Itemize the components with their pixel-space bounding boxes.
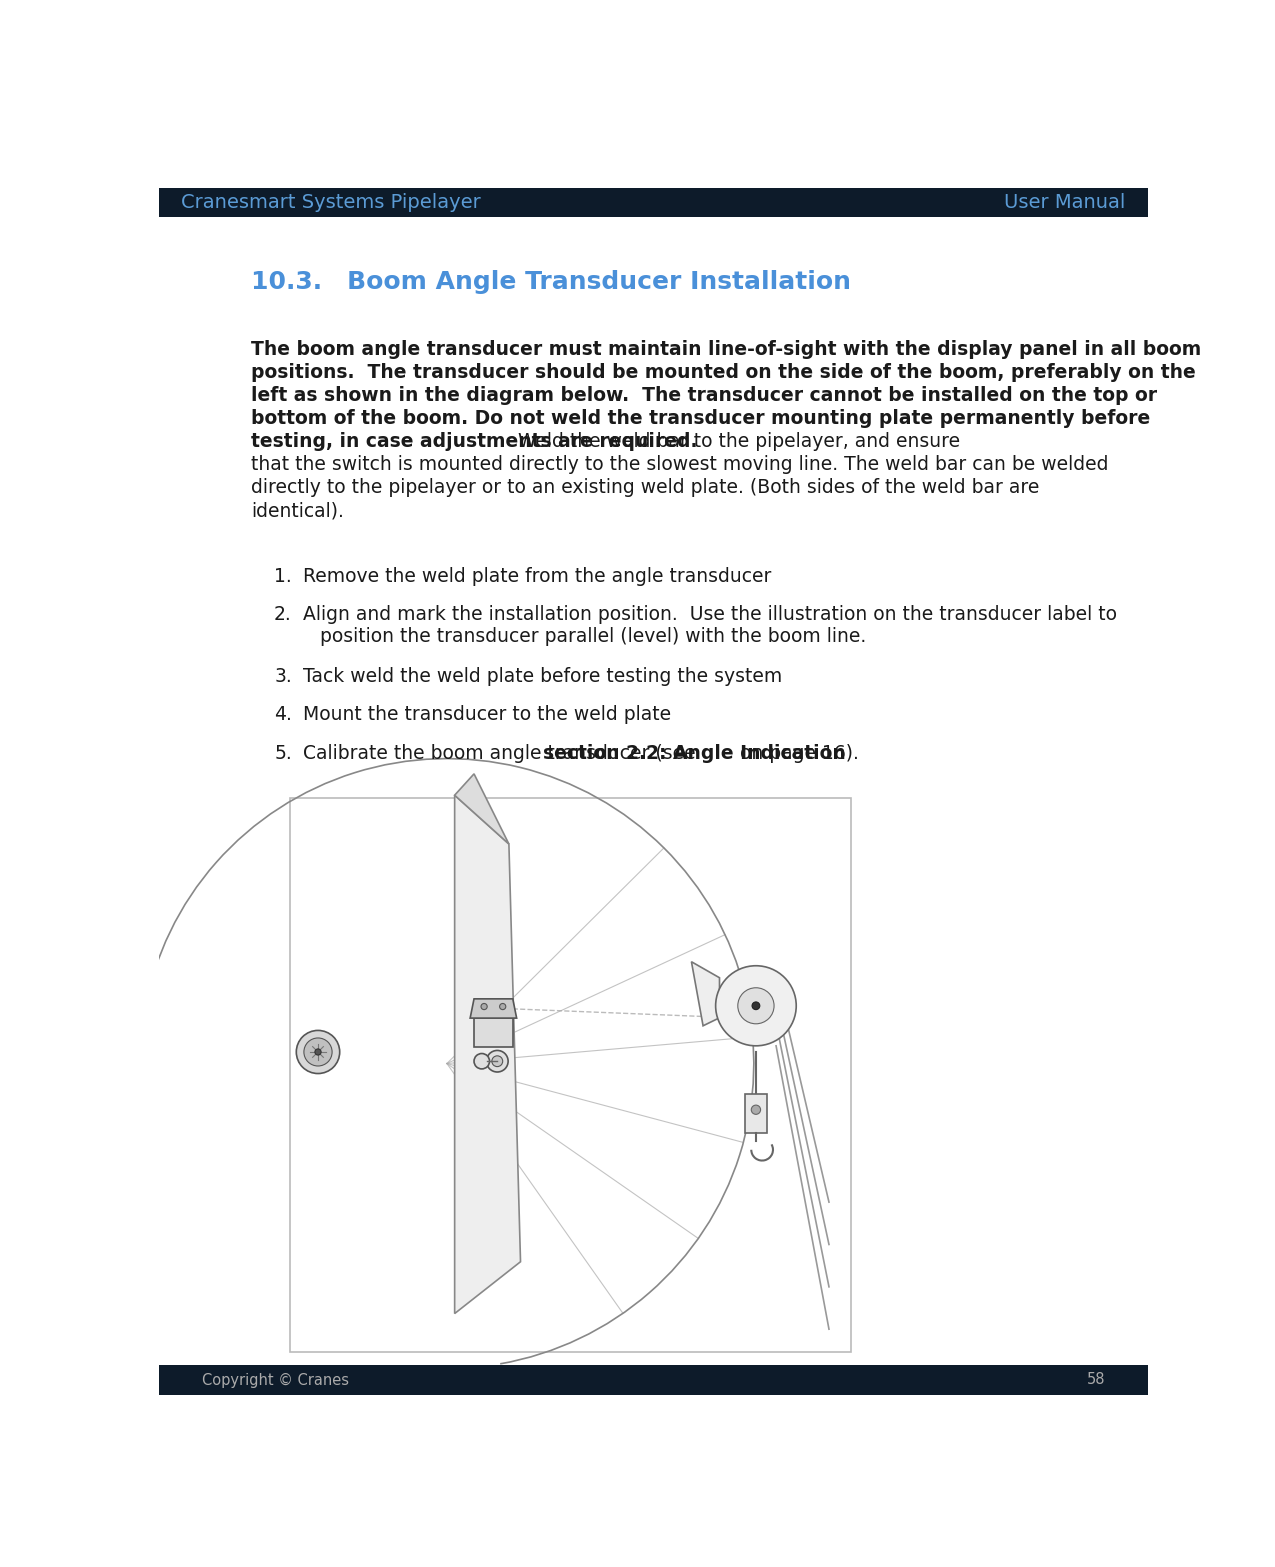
Circle shape <box>738 987 774 1023</box>
Circle shape <box>487 1050 509 1072</box>
Text: identical).: identical). <box>251 501 344 520</box>
Bar <box>745 1094 766 1133</box>
Bar <box>289 798 852 1352</box>
Polygon shape <box>455 794 520 1313</box>
Text: directly to the pipelayer or to an existing weld plate. (Both sides of the weld : directly to the pipelayer or to an exist… <box>251 478 1039 497</box>
Text: Copyright © Cranes: Copyright © Cranes <box>201 1373 349 1387</box>
Text: 10.3. Boom Angle Transducer Installation: 10.3. Boom Angle Transducer Installation <box>251 271 850 295</box>
Polygon shape <box>470 998 516 1019</box>
Text: 58: 58 <box>1086 1373 1105 1387</box>
Text: section 2.2: Angle Indication: section 2.2: Angle Indication <box>543 744 845 763</box>
Circle shape <box>751 1105 761 1114</box>
Circle shape <box>315 1048 321 1055</box>
Text: Weld the weld bar to the pipelayer, and ensure: Weld the weld bar to the pipelayer, and … <box>513 432 960 451</box>
Text: positions.  The transducer should be mounted on the side of the boom, preferably: positions. The transducer should be moun… <box>251 364 1196 382</box>
Text: testing, in case adjustments are required.: testing, in case adjustments are require… <box>251 432 697 451</box>
Text: Calibrate the boom angle transducer (see: Calibrate the boom angle transducer (see <box>302 744 701 763</box>
Bar <box>159 188 1148 218</box>
Text: 3.: 3. <box>274 668 292 686</box>
Circle shape <box>715 965 796 1045</box>
Polygon shape <box>691 962 719 1026</box>
Text: bottom of the boom. Do not weld the transducer mounting plate permanently before: bottom of the boom. Do not weld the tran… <box>251 409 1150 428</box>
Text: Mount the transducer to the weld plate: Mount the transducer to the weld plate <box>302 705 671 724</box>
Text: 1.: 1. <box>274 567 292 586</box>
Text: Tack weld the weld plate before testing the system: Tack weld the weld plate before testing … <box>302 668 782 686</box>
Text: 2.: 2. <box>274 605 292 624</box>
Text: Remove the weld plate from the angle transducer: Remove the weld plate from the angle tra… <box>302 567 771 586</box>
Text: on page 16).: on page 16). <box>734 744 859 763</box>
Circle shape <box>500 1003 506 1009</box>
Text: that the switch is mounted directly to the slowest moving line. The weld bar can: that the switch is mounted directly to t… <box>251 456 1108 475</box>
Circle shape <box>303 1037 332 1066</box>
Polygon shape <box>455 774 509 845</box>
Circle shape <box>474 1053 490 1069</box>
Bar <box>474 1019 513 1047</box>
Text: Cranesmart Systems Pipelayer: Cranesmart Systems Pipelayer <box>181 193 481 212</box>
Text: left as shown in the diagram below.  The transducer cannot be installed on the t: left as shown in the diagram below. The … <box>251 385 1156 404</box>
Bar <box>159 1365 1148 1395</box>
Text: The boom angle transducer must maintain line-of-sight with the display panel in : The boom angle transducer must maintain … <box>251 340 1201 359</box>
Text: 5.: 5. <box>274 744 292 763</box>
Circle shape <box>296 1031 339 1073</box>
Circle shape <box>492 1056 502 1067</box>
Text: position the transducer parallel (level) with the boom line.: position the transducer parallel (level)… <box>320 627 866 646</box>
Circle shape <box>481 1003 487 1009</box>
Text: Align and mark the installation position.  Use the illustration on the transduce: Align and mark the installation position… <box>302 605 1117 624</box>
Text: 4.: 4. <box>274 705 292 724</box>
Circle shape <box>752 1001 760 1009</box>
Text: User Manual: User Manual <box>1005 193 1126 212</box>
